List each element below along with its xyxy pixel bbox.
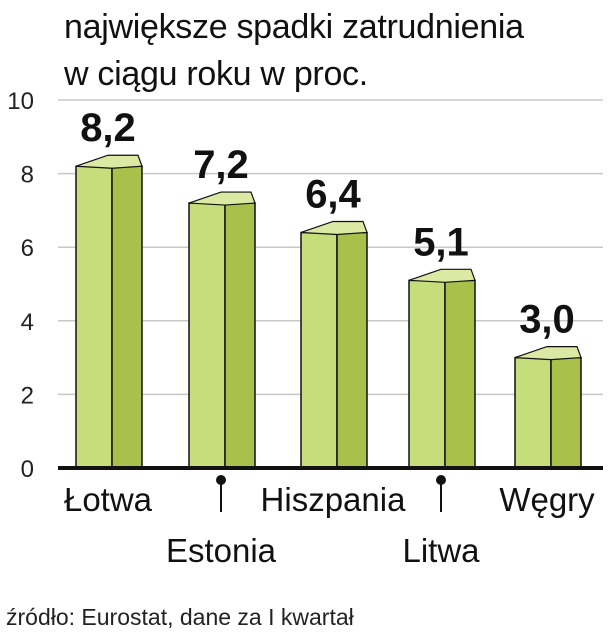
y-tick-label-2: 2 — [21, 382, 34, 409]
y-tick-label-6: 6 — [21, 235, 34, 262]
bar-top-4 — [514, 346, 582, 361]
y-tick-label-8: 8 — [21, 162, 34, 189]
data-label-2: 6,4 — [305, 172, 361, 216]
bar-side-2 — [336, 231, 368, 469]
label-pin-dot-3 — [436, 475, 446, 485]
bar-front-2 — [300, 231, 338, 469]
y-tick-label-10: 10 — [7, 88, 34, 115]
x-tick-label-1: Estonia — [166, 532, 277, 569]
label-pin-dot-1 — [216, 475, 226, 485]
bar-top-0 — [75, 154, 143, 169]
bar-side-1 — [224, 202, 256, 469]
bar-front-0 — [75, 165, 113, 469]
y-tick-label-4: 4 — [21, 309, 34, 336]
bar-side-0 — [111, 165, 143, 469]
x-tick-label-4: Węgry — [499, 481, 595, 518]
data-label-0: 8,2 — [80, 106, 136, 150]
data-label-4: 3,0 — [519, 298, 575, 342]
bar-side-3 — [444, 279, 476, 469]
x-tick-label-3: Litwa — [402, 532, 480, 569]
chart-title: największe spadki zatrudnienia w ciągu r… — [64, 4, 524, 98]
x-tick-label-2: Hiszpania — [261, 481, 407, 518]
chart-title-line-2: w ciągu roku w proc. — [64, 55, 368, 93]
bar-top-3 — [408, 268, 476, 283]
bar-side-4 — [550, 356, 582, 469]
chart-title-line-1: największe spadki zatrudnienia — [64, 8, 524, 46]
bar-front-3 — [408, 279, 446, 469]
bar-top-2 — [300, 220, 368, 236]
bar-front-4 — [514, 356, 552, 469]
source-note: źródło: Eurostat, dane za I kwartał — [6, 604, 354, 630]
bar-front-1 — [188, 202, 226, 469]
x-tick-label-0: Łotwa — [64, 481, 153, 518]
data-label-1: 7,2 — [193, 143, 249, 187]
bar-top-1 — [188, 191, 256, 206]
data-label-3: 5,1 — [413, 220, 469, 264]
y-tick-label-0: 0 — [21, 456, 34, 483]
